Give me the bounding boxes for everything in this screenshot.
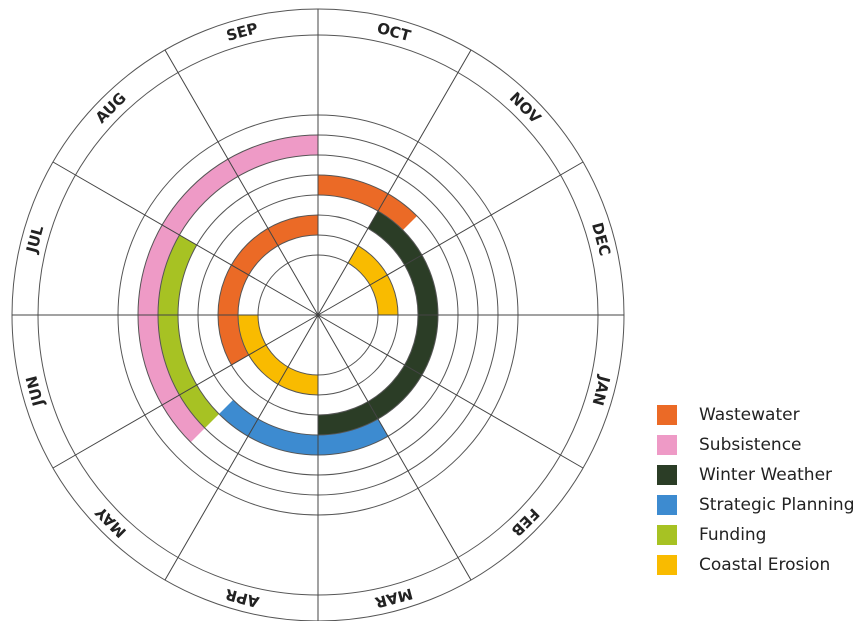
legend-swatch: [657, 435, 677, 455]
spoke-1: [317, 49, 472, 316]
arc-coastal-erosion-6: [348, 245, 398, 315]
legend-item-winter-weather: Winter Weather: [657, 460, 854, 490]
arc-coastal-erosion-7: [238, 315, 318, 395]
spokes: [12, 9, 624, 621]
series-arcs: [138, 135, 439, 455]
legend-swatch: [657, 525, 677, 545]
legend-item-strategic-planning: Strategic Planning: [657, 490, 854, 520]
month-label-aug: AUG: [92, 89, 130, 127]
legend-item-wastewater: Wastewater: [657, 400, 854, 430]
month-label-may: MAY: [91, 502, 130, 541]
arc-wastewater-1: [217, 215, 318, 365]
month-label-jun: JUN: [22, 374, 47, 409]
legend-label: Funding: [699, 525, 767, 545]
month-label-jan: JAN: [588, 373, 613, 407]
spoke-7: [164, 314, 319, 581]
legend-label: Subsistence: [699, 435, 802, 455]
arc-winter-weather-3: [318, 211, 439, 435]
legend-swatch: [657, 555, 677, 575]
arc-strategic-planning-4: [219, 399, 388, 455]
arc-wastewater-0: [318, 175, 417, 231]
legend-item-coastal-erosion: Coastal Erosion: [657, 550, 854, 580]
legend: Wastewater Subsistence Winter Weather St…: [657, 400, 854, 580]
legend-label: Strategic Planning: [699, 495, 855, 515]
legend-label: Winter Weather: [699, 465, 833, 485]
spoke-2: [317, 161, 584, 316]
month-label-nov: NOV: [506, 89, 545, 128]
month-label-jul: JUL: [22, 223, 47, 255]
month-label-dec: DEC: [588, 221, 614, 258]
legend-item-funding: Funding: [657, 520, 854, 550]
month-label-feb: FEB: [508, 505, 543, 540]
spoke-11: [164, 49, 319, 316]
spoke-5: [317, 314, 472, 581]
legend-swatch: [657, 465, 677, 485]
arc-subsistence-2: [138, 135, 318, 443]
arc-funding-5: [157, 235, 220, 429]
legend-label: Coastal Erosion: [699, 555, 831, 575]
legend-item-subsistence: Subsistence: [657, 430, 854, 460]
legend-swatch: [657, 405, 677, 425]
legend-label: Wastewater: [699, 405, 800, 425]
spoke-4: [317, 314, 584, 469]
legend-swatch: [657, 495, 677, 515]
month-label-sep: SEP: [224, 19, 260, 45]
spoke-8: [52, 314, 319, 469]
spoke-10: [52, 161, 319, 316]
